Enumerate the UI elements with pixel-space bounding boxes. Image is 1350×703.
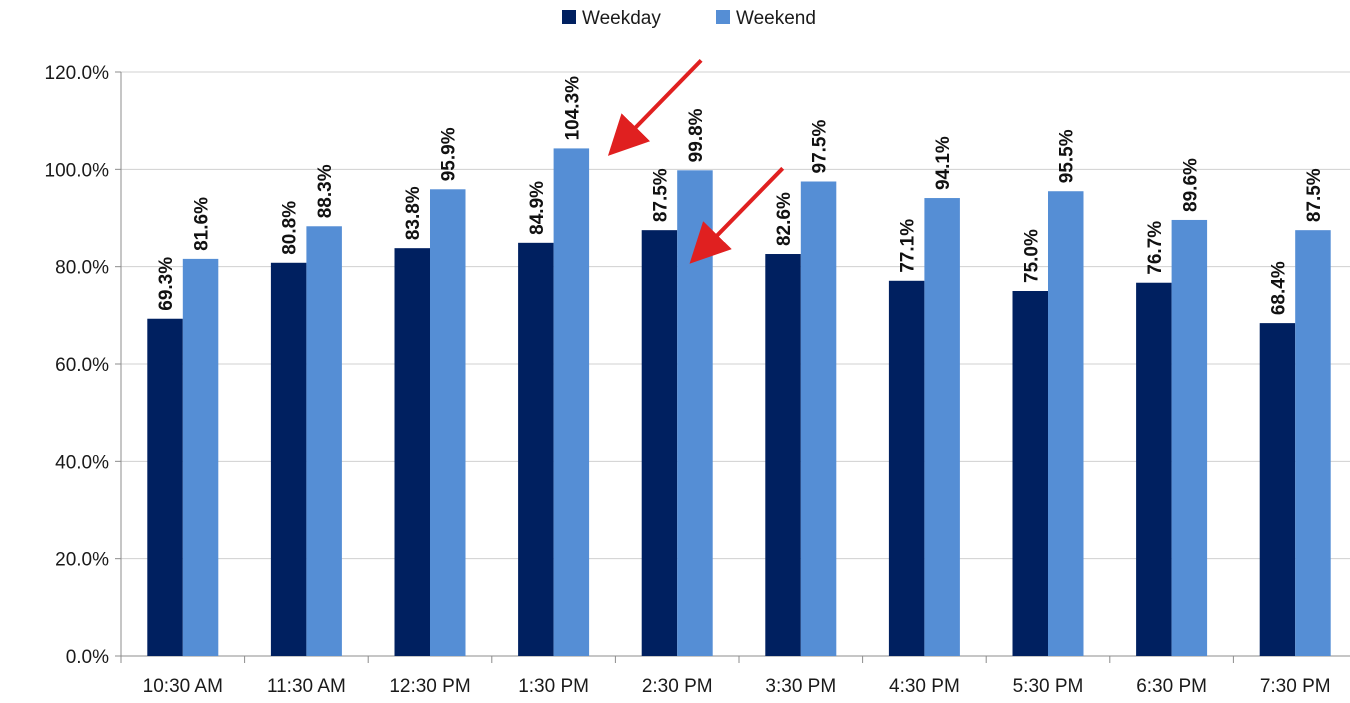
x-tick-label: 3:30 PM [765,676,836,697]
x-tick-label: 1:30 PM [518,676,589,697]
data-label-weekend: 99.8% [686,108,707,162]
data-label-weekday: 77.1% [898,219,919,273]
data-label-weekend: 104.3% [562,76,583,141]
y-tick-label: 60.0% [55,355,109,376]
x-tick-label: 2:30 PM [642,676,713,697]
data-label-weekend: 81.6% [192,197,213,251]
annotation-arrow [607,59,703,156]
bar-weekday [147,318,183,656]
x-tick-label: 11:30 AM [267,676,346,697]
bar-weekend [924,198,960,656]
legend-swatch-weekend [716,10,730,24]
bar-weekday [1012,291,1048,656]
y-tick-label: 100.0% [45,160,110,181]
x-tick-label: 4:30 PM [889,676,960,697]
bar-weekday [1259,323,1296,656]
annotation-arrow [689,166,785,264]
data-label-weekend: 87.5% [1304,168,1325,222]
data-label-weekday: 68.4% [1268,261,1289,315]
data-label-weekend: 97.5% [810,120,831,174]
x-tick-label: 12:30 PM [389,676,470,697]
bar-weekend [1048,191,1084,656]
bar-weekday [394,248,430,656]
data-label-weekend: 89.6% [1180,158,1201,212]
legend-label-weekday: Weekday [582,8,661,29]
data-label-weekday: 69.3% [156,257,177,311]
data-label-weekend: 94.1% [933,136,954,190]
bar-weekday [518,242,554,656]
bar-weekend [430,189,466,656]
bar-weekend [306,226,342,657]
x-tick-label: 10:30 AM [143,676,223,697]
legend: Weekday Weekend [562,8,816,29]
y-tick-label: 20.0% [55,550,109,571]
y-tick-label: 80.0% [55,258,109,279]
data-label-weekday: 76.7% [1145,221,1166,275]
bar-weekday [765,254,801,656]
data-label-weekday: 80.8% [280,201,301,255]
y-tick-label: 120.0% [45,63,110,84]
x-tick-label: 7:30 PM [1260,676,1331,697]
data-label-weekend: 88.3% [315,164,336,218]
bar-weekend [1295,230,1331,656]
bar-weekend [800,181,837,656]
data-label-weekend: 95.5% [1057,129,1078,183]
data-label-weekday: 84.9% [527,181,548,235]
x-tick-label: 6:30 PM [1136,676,1207,697]
bar-weekday [641,230,678,656]
x-tick-label: 5:30 PM [1013,676,1084,697]
data-label-weekend: 95.9% [439,127,460,181]
bar-weekend [553,148,590,656]
bar-weekday [888,280,925,656]
y-tick-label: 0.0% [66,647,109,668]
data-label-weekday: 82.6% [774,192,795,246]
bar-weekend [182,258,219,656]
legend-swatch-weekday [562,10,576,24]
y-tick-label: 40.0% [55,452,109,473]
data-label-weekday: 87.5% [650,168,671,222]
bar-weekday [270,262,307,656]
bar-weekend [1171,219,1208,657]
bar-weekday [1136,282,1172,656]
plot-area: 0.0% 20.0% 40.0% 60.0% 80.0% 100.0% 120.0% 10:3… [45,59,1350,697]
legend-label-weekend: Weekend [736,8,816,29]
data-label-weekday: 83.8% [403,186,424,240]
data-label-weekday: 75.0% [1021,229,1042,283]
